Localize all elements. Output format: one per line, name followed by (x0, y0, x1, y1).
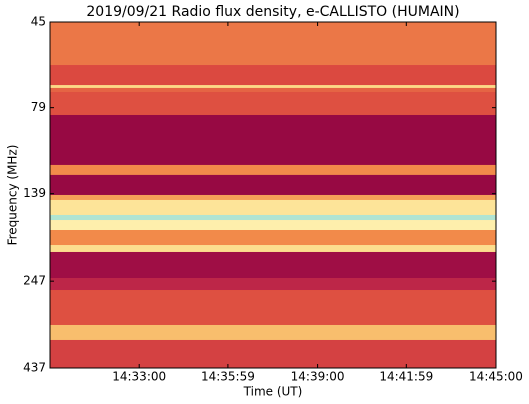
y-tick-label: 437 (23, 361, 46, 375)
x-tick-label: 14:39:00 (291, 370, 345, 384)
spectrogram-band (50, 339, 496, 351)
chart-title: 2019/09/21 Radio flux density, e-CALLIST… (86, 4, 459, 20)
spectrogram-band (50, 164, 496, 176)
x-tick-label: 14:45:00 (469, 370, 523, 384)
x-tick-label: 14:33:00 (112, 370, 166, 384)
y-tick-label: 139 (23, 186, 46, 200)
y-axis-label: Frequency (MHz) (6, 145, 20, 246)
spectrogram-band (50, 87, 496, 93)
x-tick-label: 14:41:59 (379, 370, 433, 384)
spectrogram-band (50, 324, 496, 341)
spectrogram-band (50, 350, 496, 369)
x-axis-label: Time (UT) (243, 385, 303, 399)
spectrogram-band (50, 92, 496, 116)
spectrogram-band (50, 174, 496, 196)
plot-frame (49, 21, 497, 369)
x-tick-label: 14:35:59 (201, 370, 255, 384)
spectrogram-band (50, 22, 496, 66)
spectrogram-band (50, 199, 496, 216)
spectrogram-band (50, 251, 496, 279)
spectrogram-band (50, 114, 496, 166)
spectrogram-band (50, 230, 496, 246)
spectrogram-band (50, 214, 496, 221)
spectrogram-band (50, 277, 496, 291)
y-tick-label: 247 (23, 274, 46, 288)
spectrogram-band (50, 220, 496, 231)
y-tick-label: 79 (31, 100, 46, 114)
y-tick-label: 45 (31, 15, 46, 29)
spectrogram-band (50, 245, 496, 253)
spectrogram-band (50, 194, 496, 201)
spectrogram-band (50, 290, 496, 326)
spectrogram-band (50, 85, 496, 89)
spectrogram-band (50, 65, 496, 86)
